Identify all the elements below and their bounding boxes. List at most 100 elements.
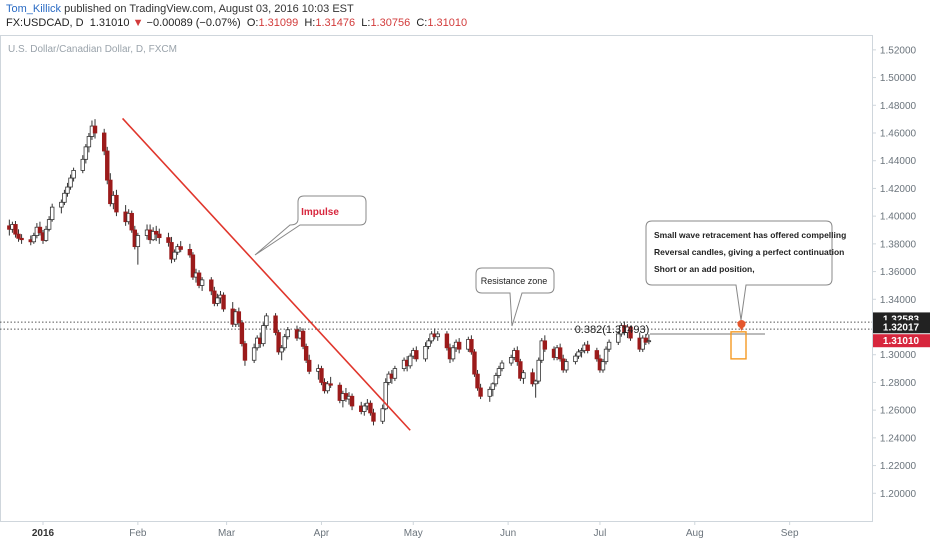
y-tick-label: 1.28000: [880, 378, 917, 389]
candle-up: [536, 357, 541, 384]
candle-down: [643, 333, 649, 346]
header-bar: Tom_Killick published on TradingView.com…: [0, 0, 932, 32]
candle-down: [236, 307, 242, 327]
candle-body: [236, 311, 242, 324]
candle-body: [337, 384, 343, 401]
author-link[interactable]: Tom_Killick: [6, 3, 62, 15]
candle-body: [603, 348, 609, 363]
x-tick-label: May: [404, 528, 423, 539]
candle-down: [478, 383, 483, 400]
candle-up: [251, 343, 257, 364]
candle-body: [579, 350, 584, 353]
candle-body: [426, 340, 431, 347]
candle-up: [646, 334, 652, 345]
impulse-callout: [254, 195, 367, 256]
candle-up: [71, 167, 76, 182]
x-tick-label: 2016: [32, 528, 55, 539]
candle-up: [172, 249, 177, 262]
candle-down: [108, 173, 113, 207]
candle-body: [80, 158, 85, 171]
candle-body: [515, 350, 520, 363]
note-callout: [645, 220, 833, 321]
candle-body: [83, 146, 89, 160]
y-tick-label: 1.36000: [880, 267, 917, 278]
candle-up: [261, 322, 266, 347]
candle-down: [518, 358, 523, 382]
candle-body: [508, 357, 514, 364]
candle-down: [444, 331, 450, 351]
candle-up: [65, 182, 70, 197]
candle-body: [273, 315, 278, 333]
note-text-line: Reversal candles, giving a perfect conti…: [654, 247, 844, 257]
price-tag-label: 1.32583: [883, 314, 920, 325]
candle-body: [349, 395, 355, 407]
candle-body: [521, 372, 526, 379]
candle-down: [472, 349, 477, 377]
x-tick-label: Aug: [686, 528, 704, 539]
candle-body: [190, 254, 196, 278]
candle-body: [325, 383, 330, 392]
y-tick-label: 1.34000: [880, 295, 917, 306]
high-label: H:: [304, 17, 316, 29]
candle-body: [319, 368, 324, 383]
candle-body: [285, 329, 290, 338]
candle-up: [564, 358, 569, 373]
candle-down: [319, 365, 324, 386]
candle-body: [423, 345, 428, 360]
candle-down: [303, 343, 309, 364]
quote-line: FX:USDCAD, D 1.31010 ▼ −0.00089 (−0.07%)…: [6, 17, 467, 29]
close-value: 1.31010: [427, 17, 468, 29]
x-axis: 2016 Feb Mar Apr May Jun Jul Aug Sep: [32, 521, 799, 539]
candle-down: [414, 346, 419, 362]
candle-down: [19, 234, 24, 244]
candle-body: [46, 219, 52, 230]
candle-up: [490, 382, 496, 397]
candle-down: [469, 335, 474, 355]
resistance-callout: [475, 267, 555, 327]
y-tick-label: 1.46000: [880, 129, 917, 140]
candle-body: [212, 290, 217, 304]
candle-body: [533, 380, 538, 385]
candle-body: [19, 237, 24, 241]
candle-body: [215, 297, 220, 304]
candle-up: [150, 227, 156, 242]
candle-down: [371, 408, 376, 426]
candle-up: [215, 293, 220, 307]
candle-down: [37, 221, 43, 236]
candle-down: [557, 343, 563, 362]
price-tag-label: 1.31010: [883, 336, 920, 347]
candle-down: [178, 241, 183, 253]
candle-up: [285, 327, 290, 340]
candle-down: [92, 119, 98, 139]
candle-up: [579, 347, 584, 358]
candle-up: [264, 313, 269, 329]
candle-down: [594, 347, 600, 362]
candle-down: [114, 189, 119, 217]
fib-label: 0.382(1.31493): [575, 324, 650, 336]
candle-down: [515, 346, 520, 366]
candle-body: [435, 333, 440, 338]
candle-body: [282, 336, 287, 349]
candle-body: [129, 212, 134, 231]
candle-body: [456, 341, 462, 350]
candle-up: [83, 144, 89, 164]
note-text-line: Small wave retracement has offered compe…: [654, 230, 846, 240]
candle-up: [603, 346, 609, 365]
close-label: C:: [416, 17, 428, 29]
candle-body: [71, 170, 76, 179]
candle-down: [307, 354, 312, 375]
highlight-box: [730, 331, 747, 360]
candle-body: [307, 359, 312, 372]
candle-body: [16, 233, 21, 239]
candle-up: [407, 353, 413, 369]
candle-body: [37, 226, 43, 234]
candle-body: [43, 228, 49, 241]
candle-up: [450, 345, 456, 362]
candle-down: [628, 325, 633, 341]
candle-body: [368, 402, 373, 414]
candle-up: [135, 232, 141, 265]
candle-body: [239, 322, 245, 345]
candle-body: [499, 362, 505, 369]
candle-up: [576, 349, 581, 359]
